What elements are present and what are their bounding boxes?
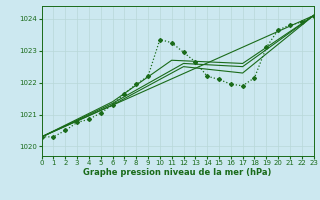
X-axis label: Graphe pression niveau de la mer (hPa): Graphe pression niveau de la mer (hPa)	[84, 168, 272, 177]
